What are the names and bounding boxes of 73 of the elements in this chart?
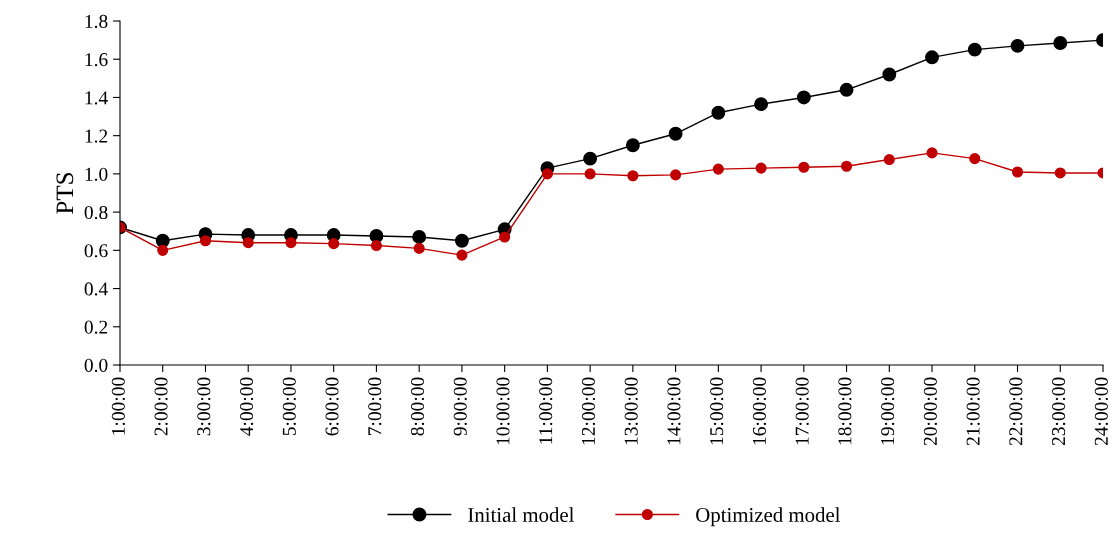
point bbox=[456, 249, 468, 261]
x-tick-label: 4:00:00 bbox=[239, 377, 254, 436]
x-tick-label: 19:00:00 bbox=[881, 377, 895, 445]
point bbox=[798, 161, 810, 173]
point bbox=[583, 151, 598, 166]
legend-label: Optimized model bbox=[696, 507, 841, 527]
point bbox=[882, 67, 897, 82]
point bbox=[1011, 166, 1024, 178]
y-tick-label: 0.2 bbox=[84, 320, 108, 334]
point bbox=[969, 153, 981, 165]
point bbox=[242, 237, 254, 249]
x-tick-label: 1:00:00 bbox=[111, 377, 125, 435]
x-tick-label: 3:00:00 bbox=[197, 377, 211, 436]
point bbox=[499, 231, 511, 243]
point bbox=[1054, 167, 1066, 179]
point bbox=[1010, 38, 1025, 53]
point bbox=[412, 230, 427, 244]
x-tick-label: 20:00:00 bbox=[923, 377, 937, 446]
y-tick-label: 0.4 bbox=[84, 282, 108, 296]
point bbox=[413, 242, 425, 254]
point bbox=[370, 239, 382, 252]
x-tick-label: 2:00:00 bbox=[154, 377, 168, 436]
y-tick-label: 0.0 bbox=[84, 358, 108, 373]
x-tick-label: 8:00:00 bbox=[410, 377, 425, 436]
x-tick-label: 12:00:00 bbox=[581, 377, 596, 445]
x-tick-label: 17:00:00 bbox=[795, 377, 809, 445]
x-tick-label: 15:00:00 bbox=[710, 377, 724, 445]
point bbox=[967, 42, 982, 57]
y-tick-label: 1.2 bbox=[85, 129, 108, 143]
x-tick-label: 18:00:00 bbox=[838, 377, 852, 445]
y-tick-label: 1.8 bbox=[85, 14, 108, 29]
point bbox=[328, 238, 340, 250]
y-tick-label: 1.4 bbox=[85, 91, 108, 105]
x-tick-label: 7:00:00 bbox=[368, 377, 382, 435]
point bbox=[926, 147, 938, 159]
point bbox=[841, 160, 853, 172]
legend-label: Initial model bbox=[468, 507, 575, 523]
y-tick-label: 1.0 bbox=[85, 167, 108, 181]
y-tick-label: 0.6 bbox=[84, 244, 108, 258]
point bbox=[584, 168, 596, 180]
point bbox=[285, 237, 297, 249]
point bbox=[754, 97, 769, 112]
point bbox=[712, 163, 724, 175]
point bbox=[670, 169, 682, 181]
point bbox=[839, 82, 854, 97]
point bbox=[883, 153, 895, 166]
x-tick-label: 5:00:00 bbox=[282, 377, 296, 436]
point bbox=[199, 235, 212, 247]
x-tick-label: 21:00:00 bbox=[966, 377, 980, 446]
x-tick-label: 13:00:00 bbox=[624, 377, 638, 445]
x-tick-label: 9:00:00 bbox=[453, 377, 467, 436]
point bbox=[157, 244, 169, 256]
x-tick-label: 22:00:00 bbox=[1009, 377, 1023, 446]
x-tick-label: 6:00:00 bbox=[325, 377, 339, 436]
point bbox=[925, 50, 939, 65]
y-tick-label: 1.6 bbox=[85, 53, 108, 67]
x-tick-label: 23:00:00 bbox=[1052, 377, 1066, 446]
point bbox=[711, 105, 726, 120]
point bbox=[1053, 36, 1068, 50]
x-tick-label: 10:00:00 bbox=[496, 377, 510, 445]
point bbox=[454, 233, 469, 248]
x-tick-label: 16:00:00 bbox=[752, 377, 767, 445]
x-tick-label: 24:00:00 bbox=[1094, 377, 1108, 446]
y-axis-title: PTS bbox=[56, 173, 74, 214]
point bbox=[625, 138, 640, 153]
point bbox=[627, 170, 639, 182]
point bbox=[755, 162, 767, 174]
point bbox=[541, 168, 553, 180]
y-tick-label: 0.8 bbox=[84, 205, 108, 220]
x-tick-label: 11:00:00 bbox=[539, 377, 553, 444]
point bbox=[668, 126, 683, 141]
x-tick-label: 14:00:00 bbox=[667, 377, 681, 445]
point bbox=[796, 90, 811, 105]
